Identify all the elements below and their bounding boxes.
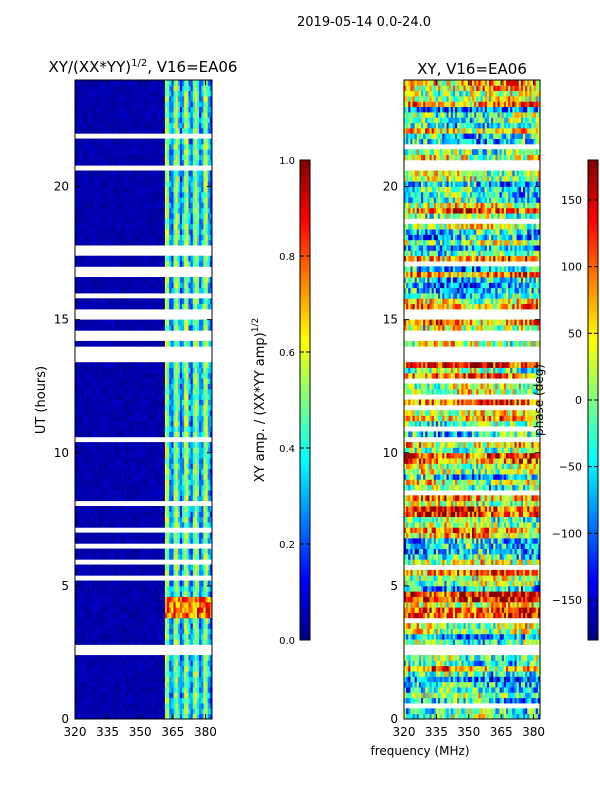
figure: 2019-05-14 0.0-24.0 XY/(XX*YY)1/2, V16=E… [0, 0, 600, 800]
left-heatmap [75, 80, 212, 719]
figure-suptitle: 2019-05-14 0.0-24.0 [297, 15, 431, 30]
left-chart-title: XY/(XX*YY)1/2, V16=EA06 [49, 58, 238, 76]
